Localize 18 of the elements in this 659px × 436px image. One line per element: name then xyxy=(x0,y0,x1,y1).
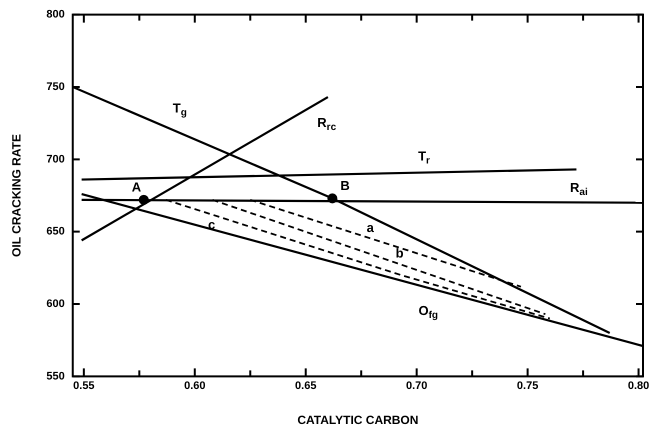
y-tick-label: 700 xyxy=(46,153,65,166)
y-axis-title: OIL CRACKING RATE xyxy=(10,134,24,257)
data-label: A xyxy=(132,179,142,194)
x-tick-label: 0.75 xyxy=(516,380,538,392)
y-tick-label: 750 xyxy=(46,80,65,93)
y-tick-label: 600 xyxy=(46,298,65,310)
x-tick-label: 0.65 xyxy=(295,380,316,392)
data-label: B xyxy=(340,178,350,193)
x-tick-label: 0.70 xyxy=(406,380,428,392)
y-tick-label: 550 xyxy=(46,370,65,382)
series-label: b xyxy=(396,245,404,260)
x-tick-label: 0.80 xyxy=(628,380,650,392)
y-tick-label: 800 xyxy=(46,8,65,21)
x-tick-label: 0.60 xyxy=(184,380,206,392)
x-tick-label: 0.55 xyxy=(73,380,95,392)
y-tick-label: 650 xyxy=(46,226,65,238)
x-axis-title: CATALYTIC CARBON xyxy=(297,413,418,428)
series-label: a xyxy=(366,220,375,235)
